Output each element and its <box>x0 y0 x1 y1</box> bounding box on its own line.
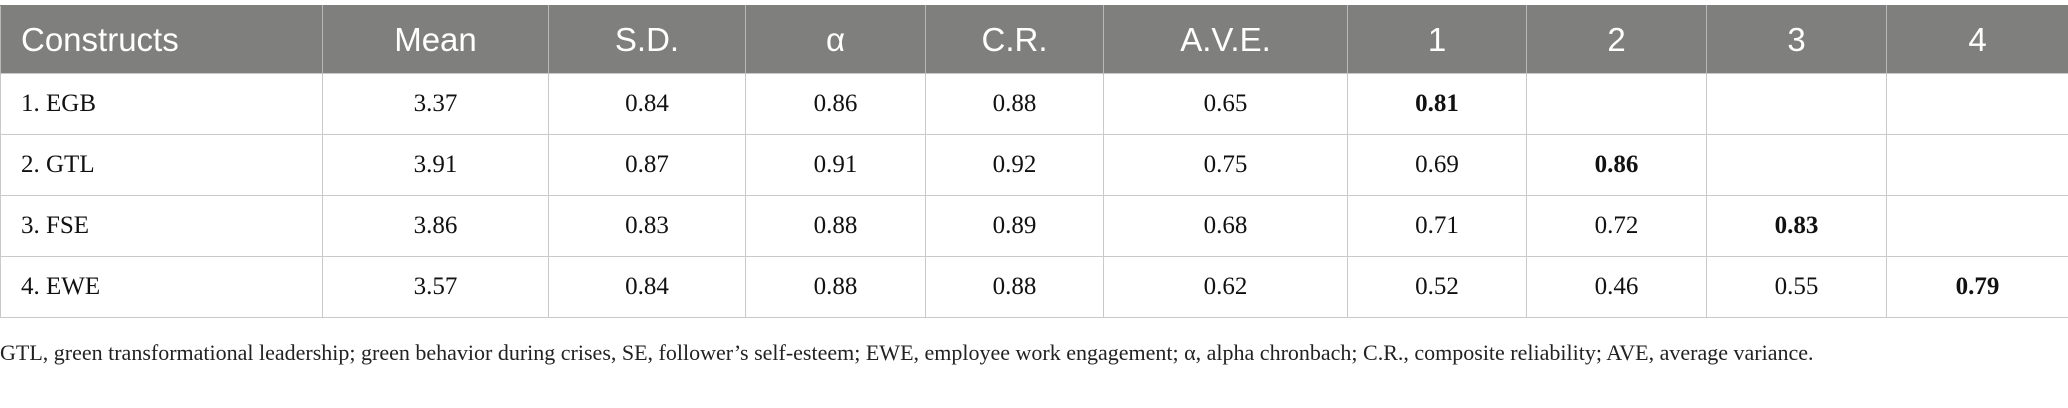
cell-diagonal: 0.83 <box>1706 195 1887 257</box>
cell-col-1: 0.71 <box>1347 195 1527 257</box>
cell-sd: 0.83 <box>548 195 746 257</box>
cell-col-4 <box>1886 134 2068 196</box>
row-construct: 1. EGB <box>0 73 323 135</box>
cell-col-4 <box>1886 195 2068 257</box>
cell-mean: 3.57 <box>322 256 549 318</box>
header-col-3: 3 <box>1706 5 1887 74</box>
cell-cr: 0.92 <box>925 134 1104 196</box>
cell-diagonal: 0.86 <box>1526 134 1707 196</box>
cell-alpha: 0.88 <box>745 256 926 318</box>
cell-ave: 0.68 <box>1103 195 1348 257</box>
cell-sd: 0.84 <box>548 73 746 135</box>
cell-ave: 0.62 <box>1103 256 1348 318</box>
cell-col-2: 0.46 <box>1526 256 1707 318</box>
header-col-2: 2 <box>1526 5 1707 74</box>
cell-mean: 3.86 <box>322 195 549 257</box>
header-col-4: 4 <box>1886 5 2068 74</box>
cell-col-3 <box>1706 134 1887 196</box>
cell-col-4 <box>1886 73 2068 135</box>
table-row: 3. FSE 3.86 0.83 0.88 0.89 0.68 0.71 0.7… <box>0 195 2068 257</box>
cell-mean: 3.37 <box>322 73 549 135</box>
table-row: 1. EGB 3.37 0.84 0.86 0.88 0.65 0.81 <box>0 73 2068 135</box>
cell-diagonal: 0.79 <box>1886 256 2068 318</box>
cell-col-3 <box>1706 73 1887 135</box>
cell-cr: 0.88 <box>925 73 1104 135</box>
table-header-row: Constructs Mean S.D. α C.R. A.V.E. 1 2 3… <box>0 5 2068 74</box>
header-alpha: α <box>745 5 926 74</box>
cell-alpha: 0.91 <box>745 134 926 196</box>
cell-ave: 0.65 <box>1103 73 1348 135</box>
cell-cr: 0.89 <box>925 195 1104 257</box>
header-sd: S.D. <box>548 5 746 74</box>
cell-sd: 0.84 <box>548 256 746 318</box>
cell-sd: 0.87 <box>548 134 746 196</box>
cell-ave: 0.75 <box>1103 134 1348 196</box>
cell-alpha: 0.88 <box>745 195 926 257</box>
cell-cr: 0.88 <box>925 256 1104 318</box>
row-construct: 3. FSE <box>0 195 323 257</box>
header-cr: C.R. <box>925 5 1104 74</box>
table-row: 2. GTL 3.91 0.87 0.91 0.92 0.75 0.69 0.8… <box>0 134 2068 196</box>
cell-col-2: 0.72 <box>1526 195 1707 257</box>
table-row: 4. EWE 3.57 0.84 0.88 0.88 0.62 0.52 0.4… <box>0 256 2068 318</box>
cell-alpha: 0.86 <box>745 73 926 135</box>
cell-col-2 <box>1526 73 1707 135</box>
row-construct: 2. GTL <box>0 134 323 196</box>
cell-col-1: 0.52 <box>1347 256 1527 318</box>
row-construct: 4. EWE <box>0 256 323 318</box>
header-constructs: Constructs <box>0 5 323 74</box>
cell-mean: 3.91 <box>322 134 549 196</box>
header-ave: A.V.E. <box>1103 5 1348 74</box>
cell-col-1: 0.69 <box>1347 134 1527 196</box>
table-footnote: GTL, green transformational leadership; … <box>0 340 1814 365</box>
header-mean: Mean <box>322 5 549 74</box>
constructs-table: Constructs Mean S.D. α C.R. A.V.E. 1 2 3… <box>0 5 2068 318</box>
cell-col-3: 0.55 <box>1706 256 1887 318</box>
cell-diagonal: 0.81 <box>1347 73 1527 135</box>
header-col-1: 1 <box>1347 5 1527 74</box>
